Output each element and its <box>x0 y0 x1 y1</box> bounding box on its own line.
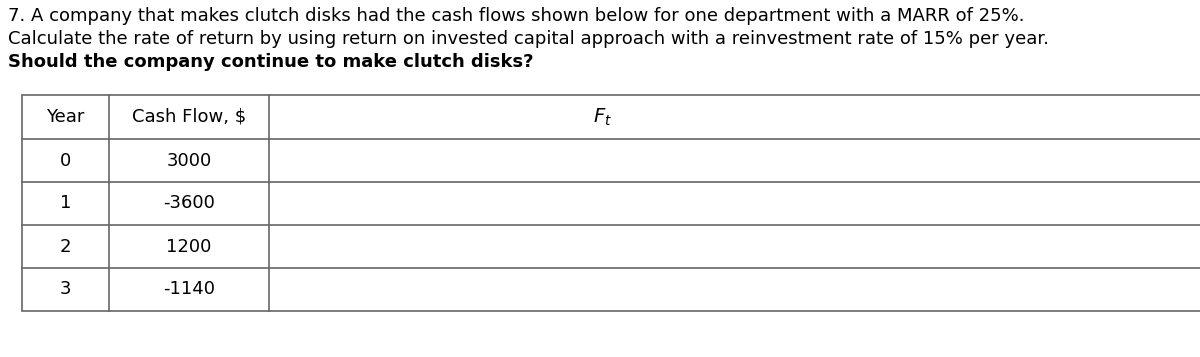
Text: Should the company continue to make clutch disks?: Should the company continue to make clut… <box>8 53 534 71</box>
Text: 3000: 3000 <box>167 151 211 170</box>
Text: 1200: 1200 <box>167 237 211 256</box>
Text: -1140: -1140 <box>163 281 215 298</box>
Text: Year: Year <box>47 108 84 126</box>
Bar <box>22 95 1200 311</box>
Text: Calculate the rate of return by using return on invested capital approach with a: Calculate the rate of return by using re… <box>8 30 1049 48</box>
Text: 7. A company that makes clutch disks had the cash flows shown below for one depa: 7. A company that makes clutch disks had… <box>8 7 1025 25</box>
Text: 2: 2 <box>60 237 71 256</box>
Text: -3600: -3600 <box>163 195 215 212</box>
Text: $F_t$: $F_t$ <box>593 106 612 128</box>
Text: 0: 0 <box>60 151 71 170</box>
Text: Cash Flow, $: Cash Flow, $ <box>132 108 246 126</box>
Text: 3: 3 <box>60 281 71 298</box>
Text: 1: 1 <box>60 195 71 212</box>
